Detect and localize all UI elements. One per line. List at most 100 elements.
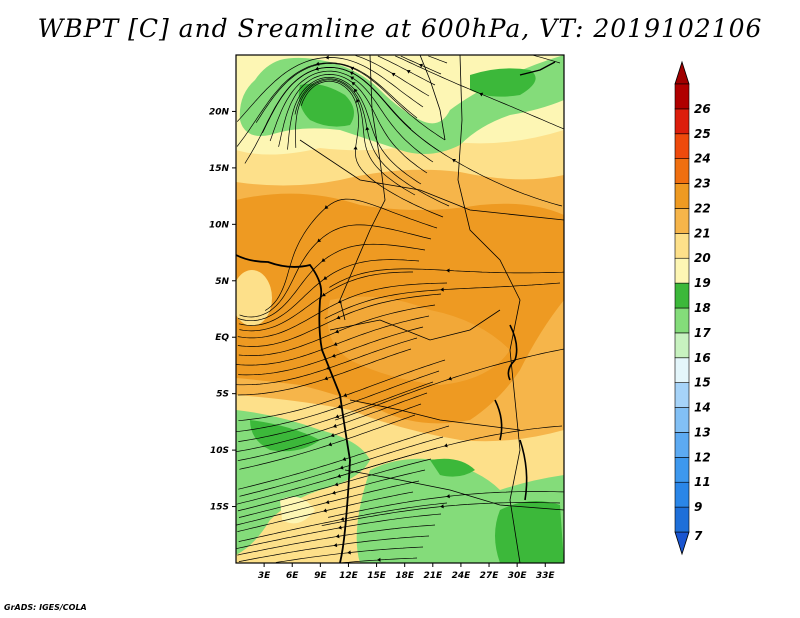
streamline-arrow [333, 342, 338, 346]
fill-north-darkgreen [298, 83, 354, 127]
streamline [255, 63, 446, 141]
x-tick-label: 27E [480, 571, 500, 581]
colorbar-swatch [674, 158, 690, 184]
streamline-arrow [356, 98, 360, 103]
colorbar-label: 9 [694, 500, 702, 514]
streamline-arrow [330, 433, 335, 438]
streamline [334, 348, 564, 421]
colorbar-label: 12 [694, 450, 711, 464]
wbpt-fill-layer [236, 55, 564, 563]
streamline [324, 282, 561, 319]
streamline-arrow [351, 81, 356, 86]
colorbar-swatch [674, 357, 690, 383]
fill-sw-darkgreen [250, 420, 320, 452]
colorbar-swatch [674, 307, 690, 334]
x-tick-label: 30E [508, 571, 528, 581]
x-tick-label: 33E [536, 571, 556, 581]
streamline-arrow [324, 376, 329, 381]
colorbar-label: 16 [694, 351, 711, 365]
streamline-arrow [337, 473, 341, 478]
streamline-arrow [353, 145, 358, 150]
colorbar-label: 7 [694, 529, 703, 543]
streamline [238, 243, 426, 322]
streamline-arrow [343, 393, 348, 397]
colorbar-swatch [674, 282, 690, 309]
y-tick-label: 5N [215, 277, 229, 287]
colorbar-swatch [674, 332, 690, 359]
x-tick-label: 3E [258, 571, 271, 581]
border-line-1 [339, 55, 386, 321]
streamline-arrow [448, 376, 452, 381]
streamline-arrow [323, 508, 327, 513]
colorbar-swatch [674, 183, 690, 209]
colorbar-label: 15 [694, 376, 711, 390]
border-line-6 [344, 469, 564, 511]
streamline-arrow [331, 353, 336, 358]
border-line-3 [299, 139, 564, 221]
streamline-arrow [443, 443, 448, 448]
streamline [428, 55, 448, 64]
streamline [329, 268, 564, 288]
nile-delta [519, 61, 556, 76]
colorbar-label: 18 [694, 301, 711, 315]
streamline-arrow [349, 71, 354, 76]
streamline [236, 513, 442, 550]
streamline-arrow [347, 550, 351, 555]
streamline [236, 57, 424, 122]
colorbar-high-arrow [674, 60, 690, 85]
streamline [236, 447, 438, 505]
streamline-arrow [479, 92, 484, 97]
streamline-layer [236, 55, 564, 563]
colorbar-swatch [674, 208, 690, 234]
streamline-arrow [325, 55, 329, 60]
colorbar-swatch [674, 83, 690, 110]
streamline-arrow [317, 238, 322, 243]
lake-tanganyika-outline [494, 399, 503, 441]
streamline-arrow [377, 557, 381, 562]
x-tick-label: 21E [423, 571, 443, 581]
border-line-7 [419, 55, 446, 141]
y-tick-label: 5S [216, 390, 229, 400]
streamline-arrow [326, 365, 331, 370]
x-tick-label: 24E [452, 571, 472, 581]
border-line-2 [457, 55, 521, 563]
fill-west-vortex [236, 270, 272, 326]
x-tick-label: 9E [314, 571, 327, 581]
border-line-5 [349, 399, 521, 431]
streamline-arrow [335, 414, 340, 419]
fill-northeast-darkgreen [470, 68, 536, 97]
colorbar-label: 14 [694, 401, 711, 415]
streamline-arrow [336, 315, 341, 320]
streamline-arrow [323, 276, 328, 280]
colorbar-label: 23 [694, 177, 711, 191]
streamline-arrow [353, 88, 358, 93]
colorbar-swatch [674, 133, 690, 159]
streamline [238, 535, 430, 562]
y-tick-label: 20N [209, 107, 230, 117]
colorbar-swatch [674, 457, 690, 483]
colorbar-swatch [674, 382, 690, 408]
streamline [377, 55, 436, 86]
streamline-arrow [325, 500, 330, 505]
x-tick-label: 18E [395, 571, 415, 581]
colorbar-low-arrow [674, 531, 690, 556]
colorbar-label: 21 [694, 226, 711, 240]
streamline [238, 469, 426, 518]
colorbar-label: 17 [694, 326, 711, 340]
streamline-arrow [340, 517, 345, 522]
streamline-arrow [321, 258, 326, 262]
streamline [239, 414, 416, 470]
fill-south-darkgreen [430, 458, 475, 477]
streamline [238, 326, 424, 376]
atlantic-coastline [236, 254, 351, 563]
streamline [395, 55, 564, 130]
streamline [328, 491, 564, 518]
y-tick-label: 15N [209, 164, 230, 174]
streamline-arrow [440, 287, 444, 292]
y-tick-label: 10N [209, 220, 230, 230]
colorbar-swatch [674, 233, 690, 259]
colorbar-label: 22 [694, 201, 711, 215]
colorbar-label: 20 [694, 251, 711, 265]
streamline [362, 79, 563, 207]
